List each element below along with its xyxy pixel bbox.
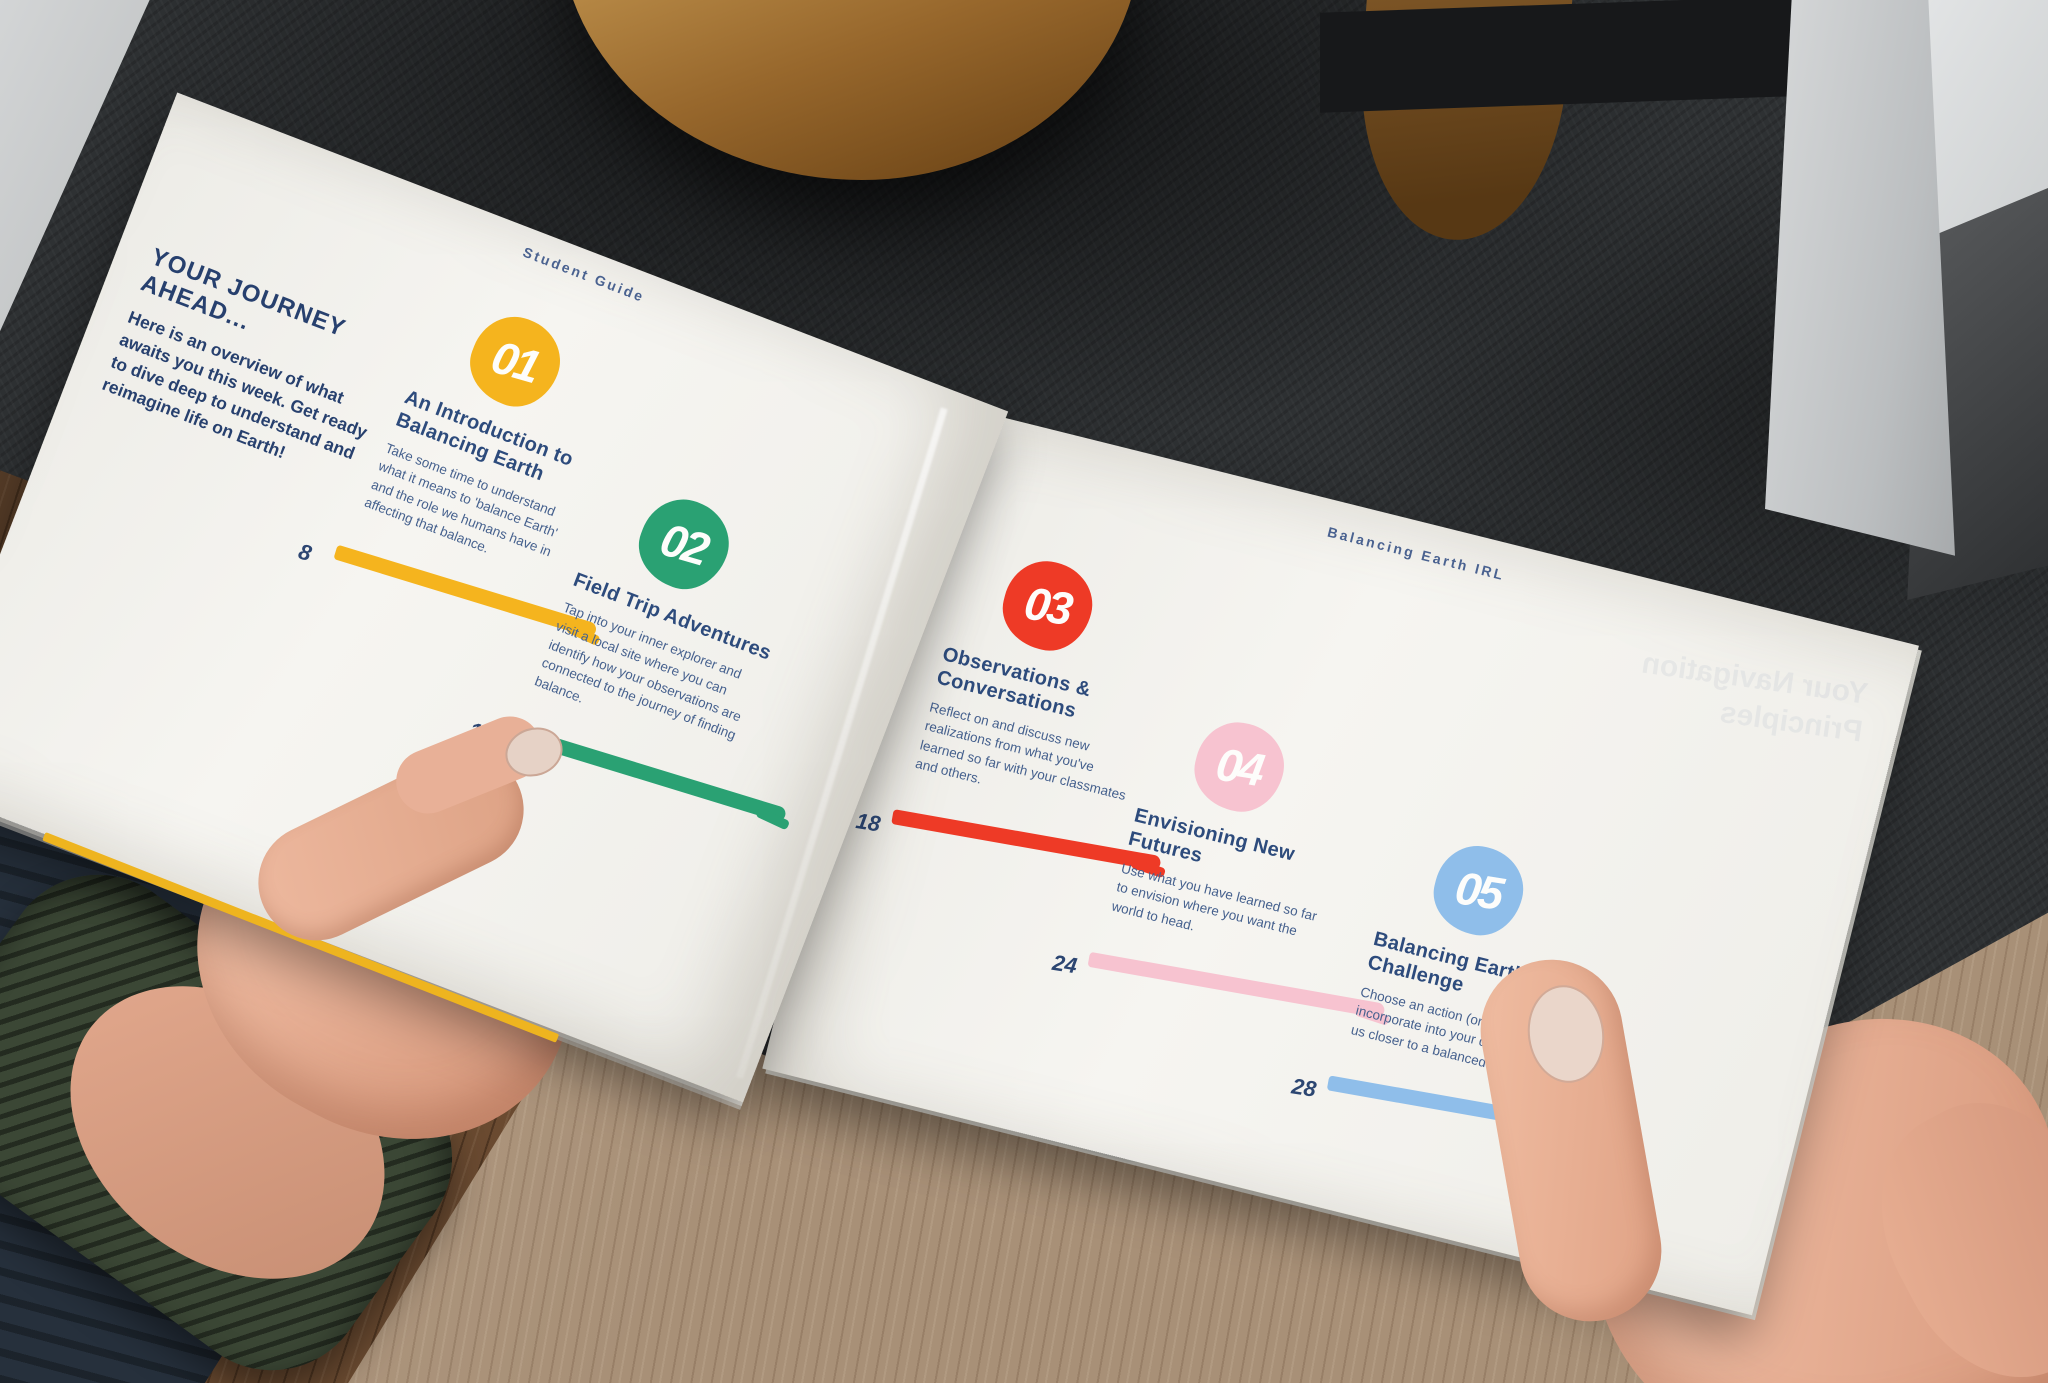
section-number: 01 — [486, 330, 545, 393]
section-number: 04 — [1213, 737, 1266, 797]
section-05-badge: 05 — [1425, 837, 1532, 944]
brush-stroke — [1087, 952, 1386, 1020]
section-number: 02 — [655, 512, 713, 576]
page-number: 24 — [1050, 950, 1079, 979]
furniture-leg-right — [1765, 0, 1955, 556]
section-number: 03 — [1021, 576, 1075, 636]
section-number: 05 — [1452, 861, 1506, 920]
page-number: 8 — [295, 538, 315, 567]
section-04-badge: 04 — [1186, 713, 1293, 821]
section-01-badge: 01 — [458, 304, 573, 419]
page-number: 28 — [1289, 1073, 1318, 1103]
section-03-badge: 03 — [994, 552, 1102, 660]
page-number: 18 — [854, 808, 883, 837]
brush-stroke — [891, 809, 1162, 872]
furniture-panel-top-right — [1925, 0, 2048, 235]
section-02-badge: 02 — [627, 487, 741, 602]
